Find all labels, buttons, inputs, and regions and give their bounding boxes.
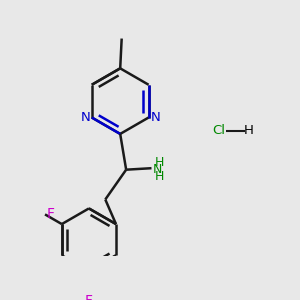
Text: N: N — [150, 111, 160, 124]
Text: H: H — [154, 170, 164, 183]
Text: F: F — [85, 294, 93, 300]
Text: H: H — [243, 124, 253, 137]
Text: N: N — [80, 111, 90, 124]
Text: N: N — [153, 163, 162, 176]
Text: Cl: Cl — [212, 124, 225, 137]
Text: H: H — [154, 156, 164, 169]
Text: F: F — [46, 207, 55, 221]
